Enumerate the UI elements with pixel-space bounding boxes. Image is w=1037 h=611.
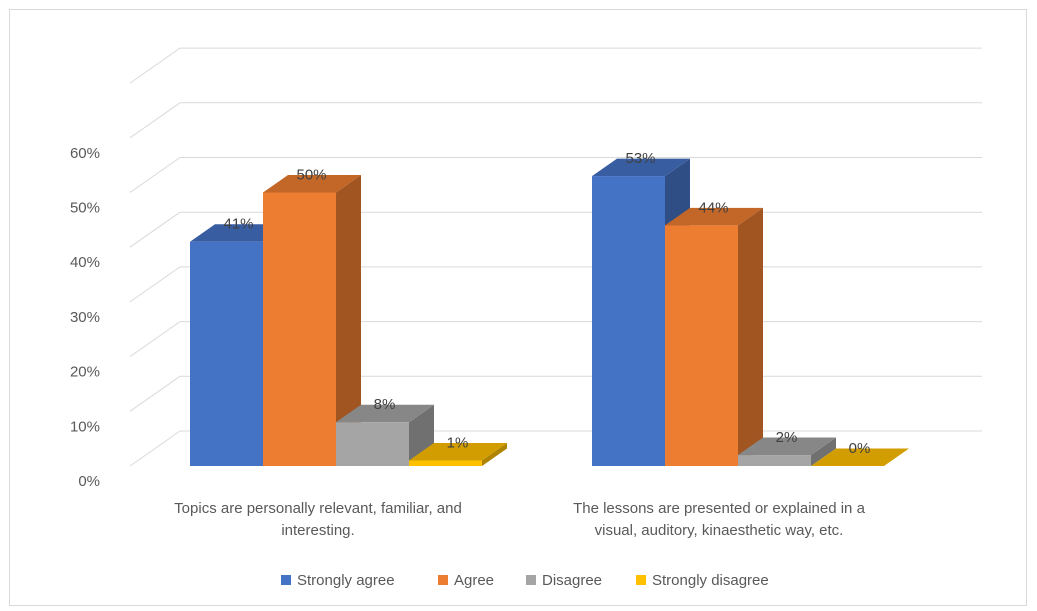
- data-label: 44%: [698, 199, 728, 216]
- data-label: 41%: [223, 216, 253, 233]
- bar: [665, 207, 763, 466]
- gridline-diagonal: [129, 375, 181, 412]
- bar-front: [409, 460, 482, 466]
- bar-top: [409, 443, 507, 461]
- category-label: Topics are personally relevant, familiar…: [174, 500, 462, 517]
- bar-top: [336, 404, 434, 423]
- bar-front: [336, 422, 409, 466]
- bar: [738, 437, 836, 466]
- data-label: 0%: [849, 440, 871, 457]
- data-label: 2%: [776, 429, 798, 446]
- gridline-diagonal: [129, 211, 181, 248]
- gridline-diagonal: [129, 321, 181, 358]
- legend-swatch: [636, 575, 646, 585]
- bars: [190, 158, 909, 466]
- legend-label: Strongly disagree: [652, 572, 769, 589]
- gridline-diagonal: [129, 102, 181, 139]
- category-label: The lessons are presented or explained i…: [573, 500, 866, 517]
- category-label: visual, auditory, kinaesthetic way, etc.: [595, 522, 844, 539]
- y-tick-label: 20%: [70, 364, 100, 381]
- legend-item: Strongly disagree: [636, 572, 769, 589]
- gridline-diagonal: [129, 430, 181, 467]
- bar-front: [738, 455, 811, 466]
- bar-front: [263, 192, 336, 466]
- legend-swatch: [438, 575, 448, 585]
- y-tick-label: 0%: [78, 473, 100, 490]
- legend-swatch: [281, 575, 291, 585]
- bar-side: [482, 443, 507, 466]
- data-label: 50%: [296, 167, 326, 184]
- data-labels: 41% 50% 8% 1% 53% 44% 2% 0%: [223, 150, 870, 457]
- gridline-diagonal: [129, 47, 181, 84]
- y-tick-label: 40%: [70, 254, 100, 271]
- gridline-diagonal: [129, 157, 181, 193]
- legend-label: Strongly agree: [297, 572, 395, 589]
- bar-top: [811, 448, 909, 466]
- legend-label: Agree: [454, 572, 494, 589]
- bar-top: [592, 158, 690, 177]
- bar-top: [665, 207, 763, 226]
- legend: Strongly agree Agree Disagree Strongly disa…: [281, 572, 769, 589]
- category-label: interesting.: [281, 522, 354, 539]
- bar: [811, 448, 909, 466]
- data-label: 1%: [447, 435, 469, 452]
- legend-swatch: [526, 575, 536, 585]
- legend-item: Strongly agree: [281, 572, 395, 589]
- bar-top: [263, 175, 361, 193]
- bar: [263, 175, 361, 466]
- chart-frame: [9, 9, 1027, 606]
- bar: [409, 443, 507, 466]
- bar: [336, 404, 434, 466]
- bar-side: [738, 207, 763, 466]
- legend-label: Disagree: [542, 572, 602, 589]
- legend-item: Disagree: [526, 572, 602, 589]
- bar-side: [811, 437, 836, 466]
- bar-top: [738, 437, 836, 456]
- bar-front: [665, 225, 738, 466]
- data-label: 8%: [374, 396, 396, 413]
- gridline-diagonal: [129, 266, 181, 303]
- y-tick-label: 30%: [70, 309, 100, 326]
- y-tick-label: 50%: [70, 200, 100, 217]
- bar-front: [592, 176, 665, 466]
- legend-item: Agree: [438, 572, 494, 589]
- y-axis-ticks: 0% 10% 20% 30% 40% 50% 60%: [70, 145, 100, 490]
- data-label: 53%: [625, 150, 655, 167]
- category-labels: Topics are personally relevant, familiar…: [174, 500, 865, 539]
- bar-side: [336, 175, 361, 466]
- bar-front: [190, 241, 263, 466]
- y-tick-label: 60%: [70, 145, 100, 162]
- y-tick-label: 10%: [70, 418, 100, 435]
